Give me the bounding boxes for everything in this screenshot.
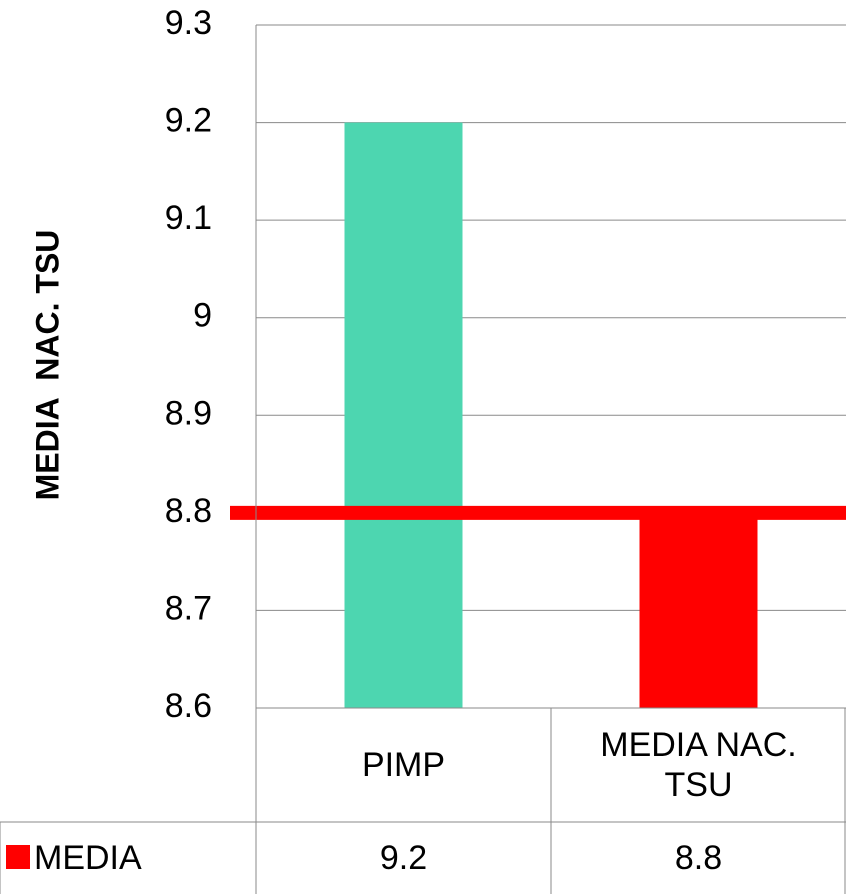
legend-label: MEDIA [34,839,142,877]
x-tick-label: MEDIA NAC. TSU [600,726,797,804]
x-tick-label: PIMP [361,746,446,784]
y-tick-label: 8.7 [165,589,212,627]
y-tick-label: 9.2 [165,102,212,140]
y-axis-label: MEDIA NAC. TSU [29,230,65,501]
bar [639,512,758,708]
y-tick-label: 8.8 [165,492,212,530]
bar [344,122,463,709]
y-tick-label: 8.9 [165,394,212,432]
table-value: 9.2 [379,839,428,877]
y-tick-label: 9.1 [165,199,212,237]
y-tick-label: 9 [193,297,212,335]
legend-key [6,845,30,869]
y-tick-label: 9.3 [165,4,212,42]
table-value: 8.8 [674,839,723,877]
y-tick-label: 8.6 [165,687,212,725]
